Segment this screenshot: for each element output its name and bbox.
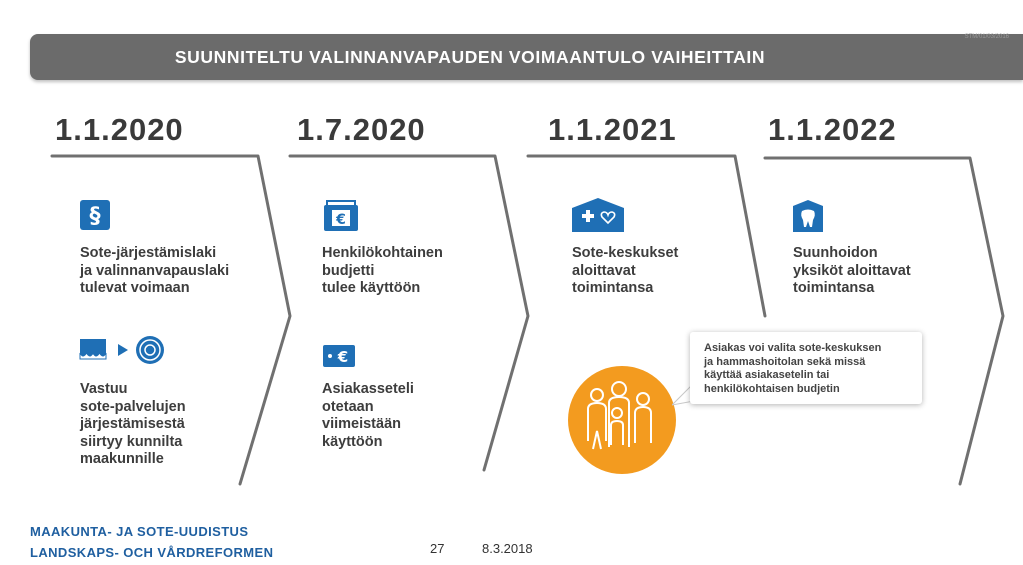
chevron-3 (526, 154, 767, 318)
transfer-icon (79, 336, 164, 364)
chevron-4 (763, 156, 1005, 486)
footer-date: 8.3.2018 (482, 541, 533, 556)
svg-text:€: € (337, 348, 348, 366)
footer-line-2: LANDSKAPS- OCH VÅRDREFORMEN (30, 545, 274, 560)
document-code: STM/01/03/2016 (964, 34, 1009, 40)
phase-2-item-1-text: Henkilökohtainen budjetti tulee käyttöön (322, 245, 443, 296)
callout-tail (672, 383, 694, 406)
title-banner: SUUNNITELTU VALINNANVAPAUDEN VOIMAANTULO… (30, 34, 1023, 80)
family-icon (568, 366, 676, 474)
page-title: SUUNNITELTU VALINNANVAPAUDEN VOIMAANTULO… (174, 47, 766, 67)
footer-line-1: MAAKUNTA- JA SOTE-UUDISTUS (30, 524, 249, 539)
phase-1-item-1-text: Sote-järjestämislaki ja valinnanvapausla… (80, 245, 230, 296)
paragraph-icon: § (80, 200, 110, 230)
phase-date-2: 1.7.2020 (297, 112, 426, 147)
page-number: 27 (430, 541, 445, 556)
phase-4-item-1-text: Suunhoidon yksiköt aloittavat toimintans… (793, 245, 911, 296)
chevron-1 (50, 154, 292, 486)
phase-date-3: 1.1.2021 (548, 112, 677, 147)
phase-date-1: 1.1.2020 (55, 112, 184, 147)
callout-box: Asiakas voi valita sote-keskuksen ja ham… (690, 332, 922, 404)
voucher-icon: € (323, 345, 355, 367)
chevron-2 (288, 154, 530, 472)
phase-date-4: 1.1.2022 (768, 112, 897, 147)
callout-text: Asiakas voi valita sote-keskuksen ja ham… (704, 342, 882, 395)
svg-text:§: § (90, 204, 101, 229)
tooth-icon (793, 200, 823, 232)
phase-3-item-1-text: Sote-keskukset aloittavat toimintansa (572, 245, 679, 296)
phase-1-item-2-text: Vastuu sote-palvelujen järjestämisestä s… (80, 381, 186, 467)
health-center-icon (572, 198, 624, 232)
phase-2-item-2-text: Asiakasseteli otetaan viimeistään käyttö… (322, 381, 414, 450)
euro-wallet-icon: € (324, 200, 358, 231)
svg-text:€: € (335, 212, 346, 228)
